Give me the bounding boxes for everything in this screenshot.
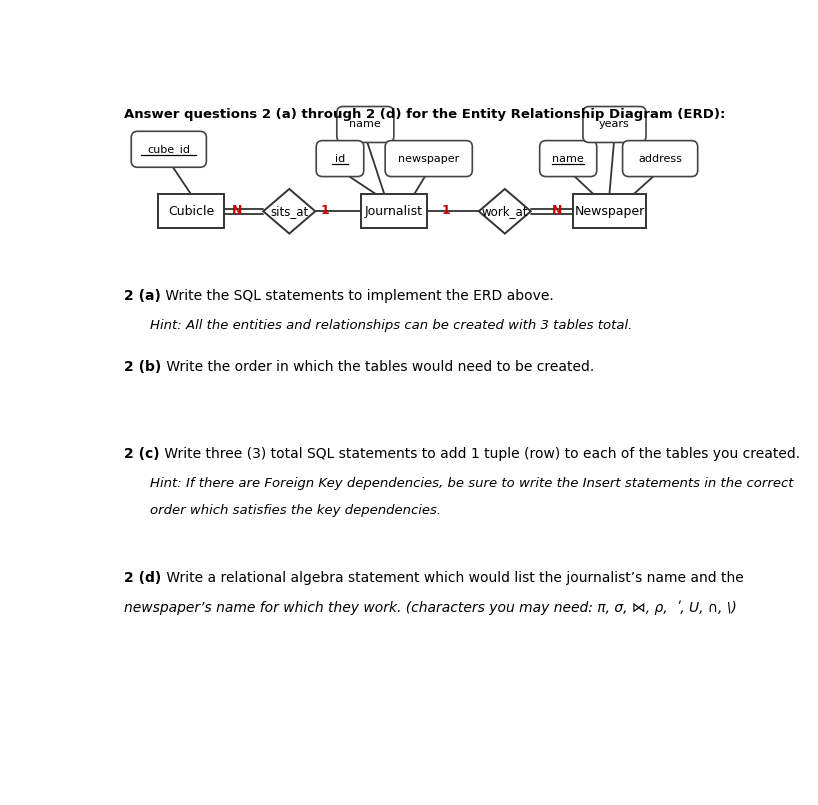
Text: Write the order in which the tables would need to be created.: Write the order in which the tables woul… xyxy=(162,360,594,374)
FancyBboxPatch shape xyxy=(385,141,472,176)
Text: sits_at: sits_at xyxy=(270,204,308,218)
FancyBboxPatch shape xyxy=(622,141,698,176)
Text: Cubicle: Cubicle xyxy=(168,204,214,218)
Text: Answer questions 2 (a) through 2 (d) for the Entity Relationship Diagram (ERD):: Answer questions 2 (a) through 2 (d) for… xyxy=(124,108,726,121)
Text: 2 (d): 2 (d) xyxy=(124,571,162,584)
FancyBboxPatch shape xyxy=(540,141,597,176)
Text: address: address xyxy=(638,154,682,163)
Text: 2 (b): 2 (b) xyxy=(124,360,162,374)
Text: cube_id: cube_id xyxy=(147,144,191,155)
Text: 1: 1 xyxy=(321,204,330,217)
FancyBboxPatch shape xyxy=(158,194,224,229)
Text: 1: 1 xyxy=(442,204,450,217)
Text: name: name xyxy=(552,154,584,163)
Text: Write three (3) total SQL statements to add 1 tuple (row) to each of the tables : Write three (3) total SQL statements to … xyxy=(160,447,800,460)
Text: years: years xyxy=(599,119,630,130)
FancyBboxPatch shape xyxy=(317,141,364,176)
Text: N: N xyxy=(231,204,242,217)
Text: name: name xyxy=(349,119,381,130)
Text: id: id xyxy=(335,154,345,163)
Text: order which satisfies the key dependencies.: order which satisfies the key dependenci… xyxy=(150,504,441,517)
Text: Write a relational algebra statement which would list the journalist’s name and : Write a relational algebra statement whi… xyxy=(162,571,744,584)
Text: Newspaper: Newspaper xyxy=(574,204,645,218)
Text: newspaper: newspaper xyxy=(398,154,460,163)
Text: 2 (a): 2 (a) xyxy=(124,289,161,303)
Text: newspaper’s name for which they work. ⁣(characters you may need: π, σ, ⋈, ρ,  ʹ,: newspaper’s name for which they work. ⁣(… xyxy=(124,601,737,615)
FancyBboxPatch shape xyxy=(131,131,206,167)
Text: Write the SQL statements to implement the ERD above.: Write the SQL statements to implement th… xyxy=(161,289,554,303)
Text: Hint: If there are Foreign Key dependencies, be sure to write the Insert stateme: Hint: If there are Foreign Key dependenc… xyxy=(150,477,793,489)
FancyBboxPatch shape xyxy=(583,106,646,142)
Text: 2 (c): 2 (c) xyxy=(124,447,160,460)
Text: work_at: work_at xyxy=(482,204,528,218)
Polygon shape xyxy=(263,189,315,233)
FancyBboxPatch shape xyxy=(573,194,646,229)
FancyBboxPatch shape xyxy=(337,106,394,142)
Text: N: N xyxy=(552,204,563,217)
Polygon shape xyxy=(479,189,531,233)
FancyBboxPatch shape xyxy=(361,194,427,229)
Text: Journalist: Journalist xyxy=(365,204,423,218)
Text: Hint: All the entities and relationships can be created with 3 tables total.: Hint: All the entities and relationships… xyxy=(150,319,632,332)
